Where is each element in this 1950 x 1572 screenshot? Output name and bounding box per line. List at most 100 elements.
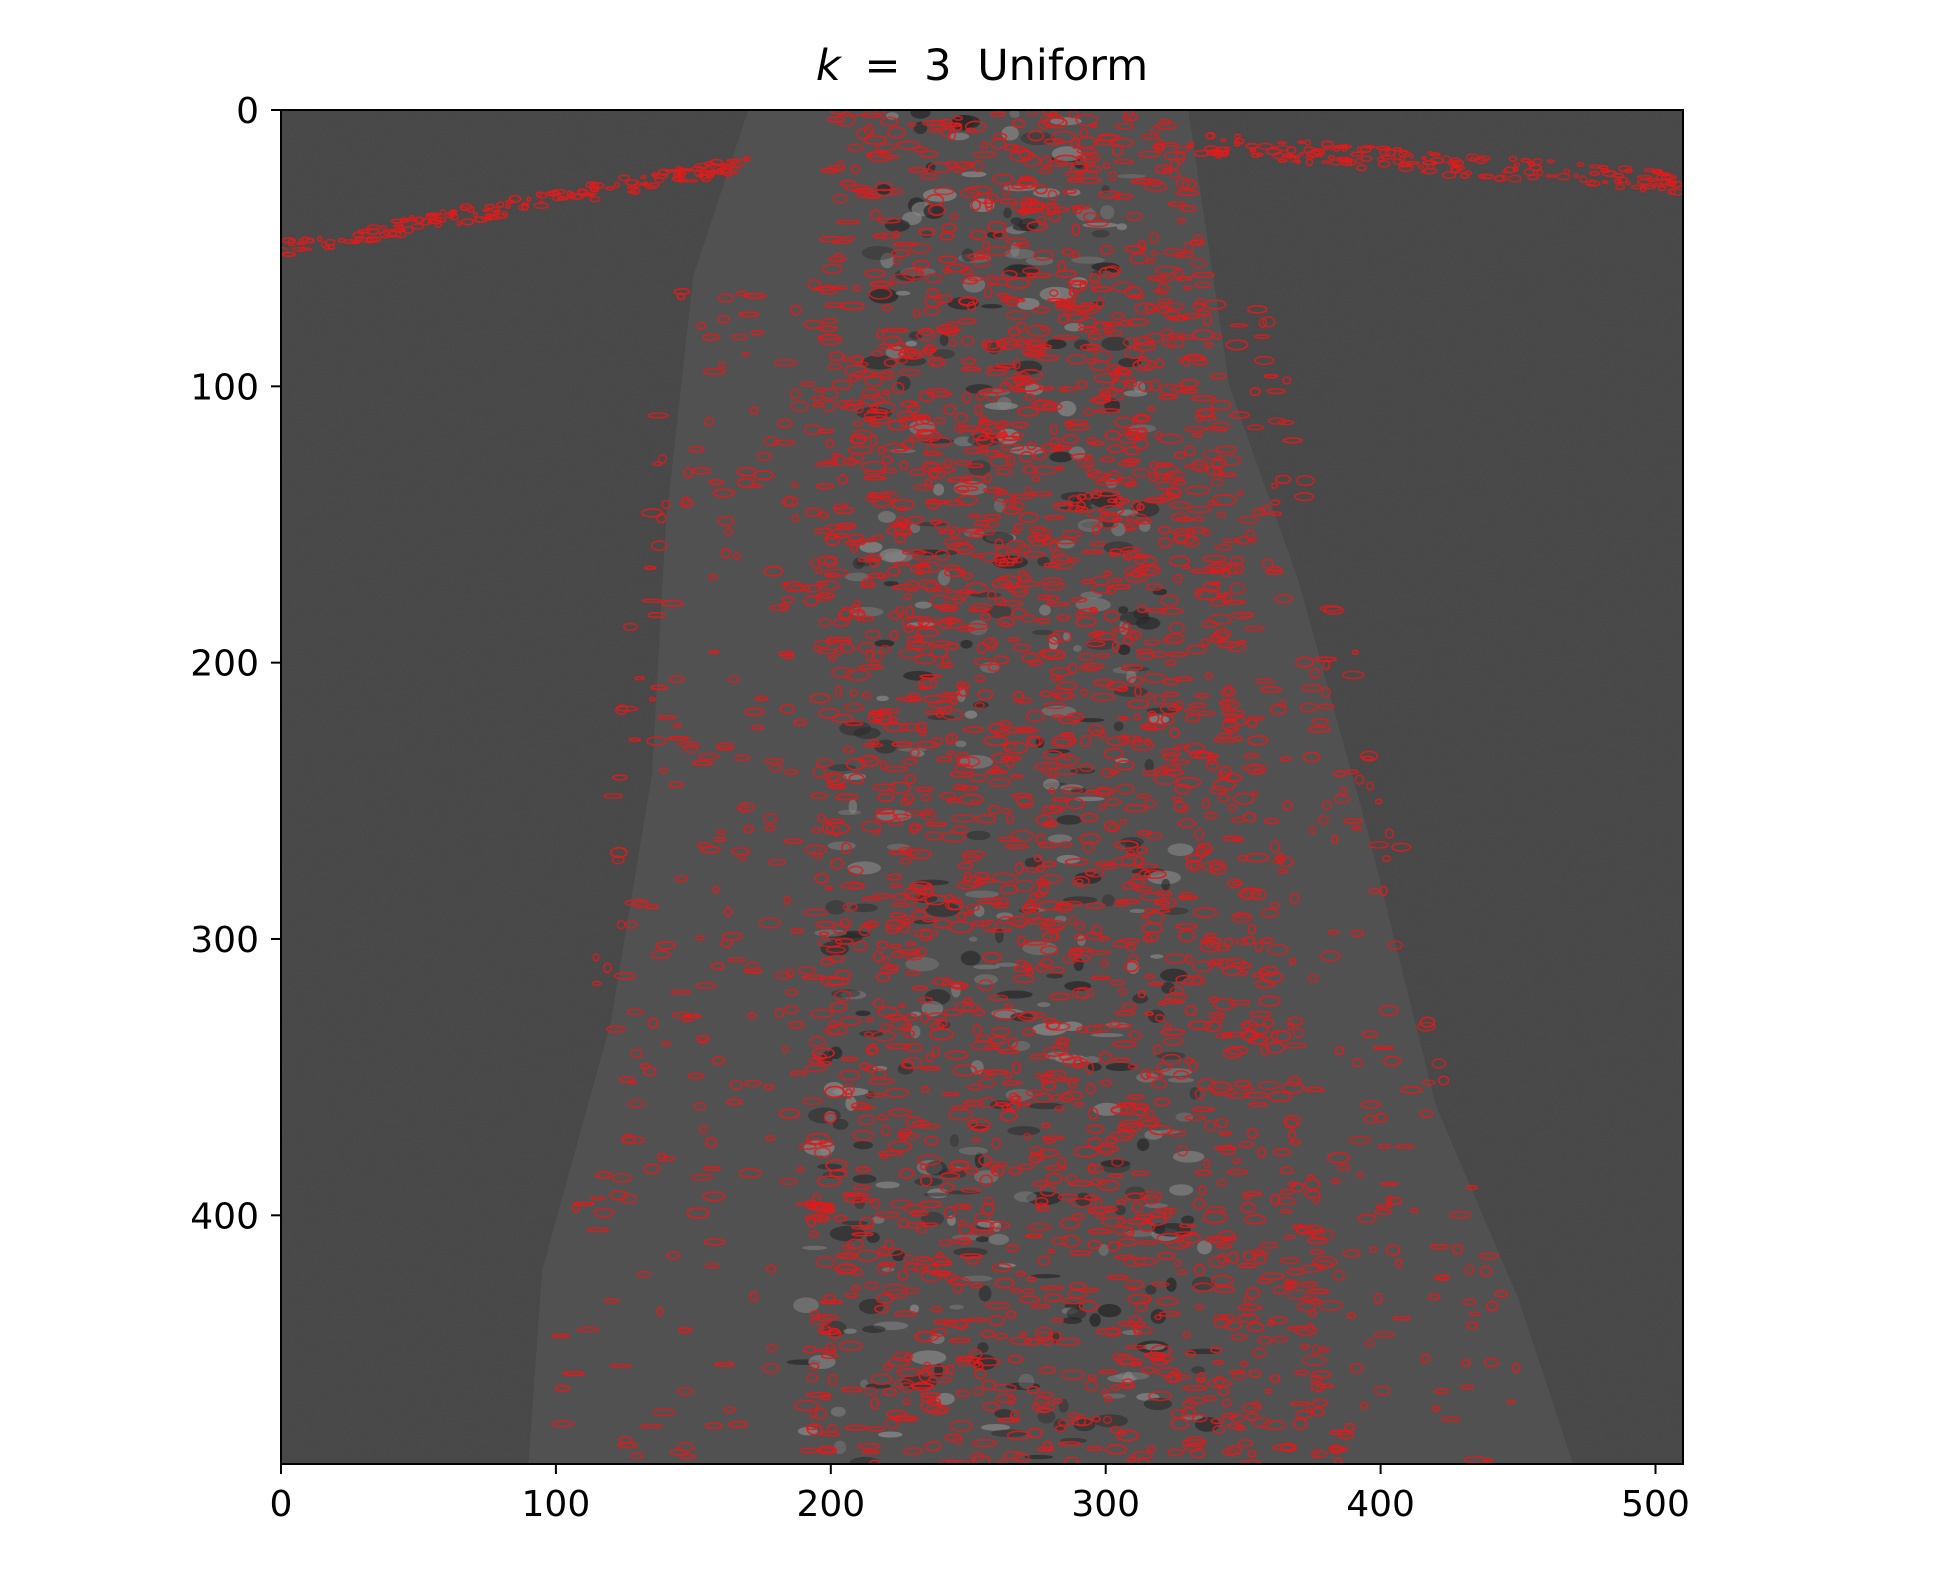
edge-contour (1296, 474, 1315, 487)
edge-contour (832, 923, 849, 934)
edge-contour (1009, 774, 1024, 779)
edge-contour (1234, 133, 1242, 139)
edge-contour (840, 881, 866, 890)
x-tick-label: 500 (1621, 1484, 1690, 1525)
plume-streak (1085, 638, 1116, 650)
edge-contour (1093, 632, 1117, 641)
edge-contour (711, 1056, 726, 1066)
edge-contour (1310, 148, 1325, 155)
edge-contour (1024, 1338, 1041, 1346)
edge-contour (1205, 811, 1218, 820)
edge-contour (1380, 154, 1397, 160)
edge-contour (1006, 1102, 1021, 1112)
edge-contour (1206, 500, 1221, 506)
edge-contour (1011, 1061, 1021, 1074)
edge-contour (1045, 1069, 1067, 1080)
edge-contour (1152, 1044, 1163, 1055)
edge-contour (906, 1221, 925, 1229)
edge-contour (1067, 557, 1080, 563)
edge-contour (804, 844, 828, 856)
edge-contour (968, 606, 991, 613)
edge-contour (1230, 1333, 1248, 1341)
edge-contour (943, 458, 953, 467)
edge-contour (660, 1155, 676, 1162)
edge-contour (1229, 1369, 1246, 1375)
edge-contour (1301, 1354, 1327, 1367)
plume-streak (868, 288, 899, 304)
edge-contour (1068, 1180, 1094, 1187)
edge-contour (1240, 1021, 1251, 1030)
edge-contour (1242, 811, 1257, 822)
edge-contour (770, 763, 783, 773)
edge-contour (681, 1014, 694, 1023)
edge-contour (919, 929, 933, 942)
edge-contour (877, 708, 900, 714)
edge-contour (904, 774, 916, 785)
edge-contour (1205, 759, 1220, 771)
edge-contour (1373, 1292, 1383, 1305)
edge-contour (1188, 749, 1211, 760)
plume-streak (848, 799, 858, 814)
edge-contour (1417, 164, 1425, 169)
edge-contour (1493, 174, 1509, 182)
edge-contour (974, 1367, 987, 1380)
edge-contour (1269, 901, 1280, 910)
plume-streak (1046, 973, 1064, 979)
edge-contour (1012, 375, 1031, 383)
edge-contour (1083, 460, 1092, 468)
edge-contour (1210, 1417, 1225, 1425)
edge-contour (1067, 1412, 1080, 1419)
edge-contour (1201, 861, 1224, 872)
edge-contour (1326, 1152, 1351, 1164)
edge-contour (927, 356, 946, 367)
edge-contour (1085, 1024, 1102, 1034)
edge-contour (1232, 880, 1243, 886)
edge-contour (1229, 323, 1249, 328)
edge-contour (887, 419, 908, 432)
edge-contour (820, 1352, 839, 1360)
edge-contour (1226, 1445, 1242, 1456)
edge-contour (1272, 152, 1285, 160)
edge-contour (1315, 1260, 1334, 1269)
edge-contour (1309, 667, 1321, 679)
edge-contour (1055, 1337, 1081, 1346)
edge-contour (1079, 280, 1087, 291)
edge-contour (864, 269, 886, 278)
edge-contour (615, 704, 629, 716)
edge-contour (650, 684, 668, 691)
edge-contour (1117, 460, 1136, 467)
edge-contour (795, 1202, 818, 1207)
edge-contour (1064, 1456, 1080, 1464)
edge-contour (1067, 177, 1082, 183)
edge-contour (729, 1079, 744, 1090)
edge-contour (1135, 432, 1147, 441)
edge-contour (1124, 571, 1149, 583)
edge-contour (592, 980, 602, 987)
edge-contour (857, 641, 875, 653)
edge-contour (882, 956, 891, 965)
edge-contour (1061, 248, 1075, 256)
edge-contour (1002, 498, 1017, 509)
edge-contour (924, 1264, 939, 1274)
edge-contour (1120, 546, 1141, 553)
plume-streak (861, 245, 896, 261)
edge-contour (855, 1166, 871, 1173)
edge-contour (1084, 1194, 1100, 1201)
edge-contour (963, 1099, 984, 1107)
edge-contour (910, 747, 920, 758)
edge-contour (820, 957, 835, 966)
edge-contour (851, 1231, 874, 1237)
edge-contour (1212, 997, 1236, 1011)
edge-contour (1060, 1369, 1085, 1381)
edge-contour (1125, 1192, 1146, 1201)
edge-contour (717, 314, 730, 324)
edge-contour (926, 287, 940, 298)
edge-contour (1422, 160, 1439, 166)
edge-contour (844, 399, 863, 407)
edge-contour (880, 1153, 889, 1160)
edge-contour (1199, 940, 1221, 953)
edge-contour (1332, 146, 1341, 152)
edge-contour (1222, 1447, 1238, 1457)
edge-contour (914, 1256, 933, 1262)
edge-contour (1026, 272, 1036, 280)
